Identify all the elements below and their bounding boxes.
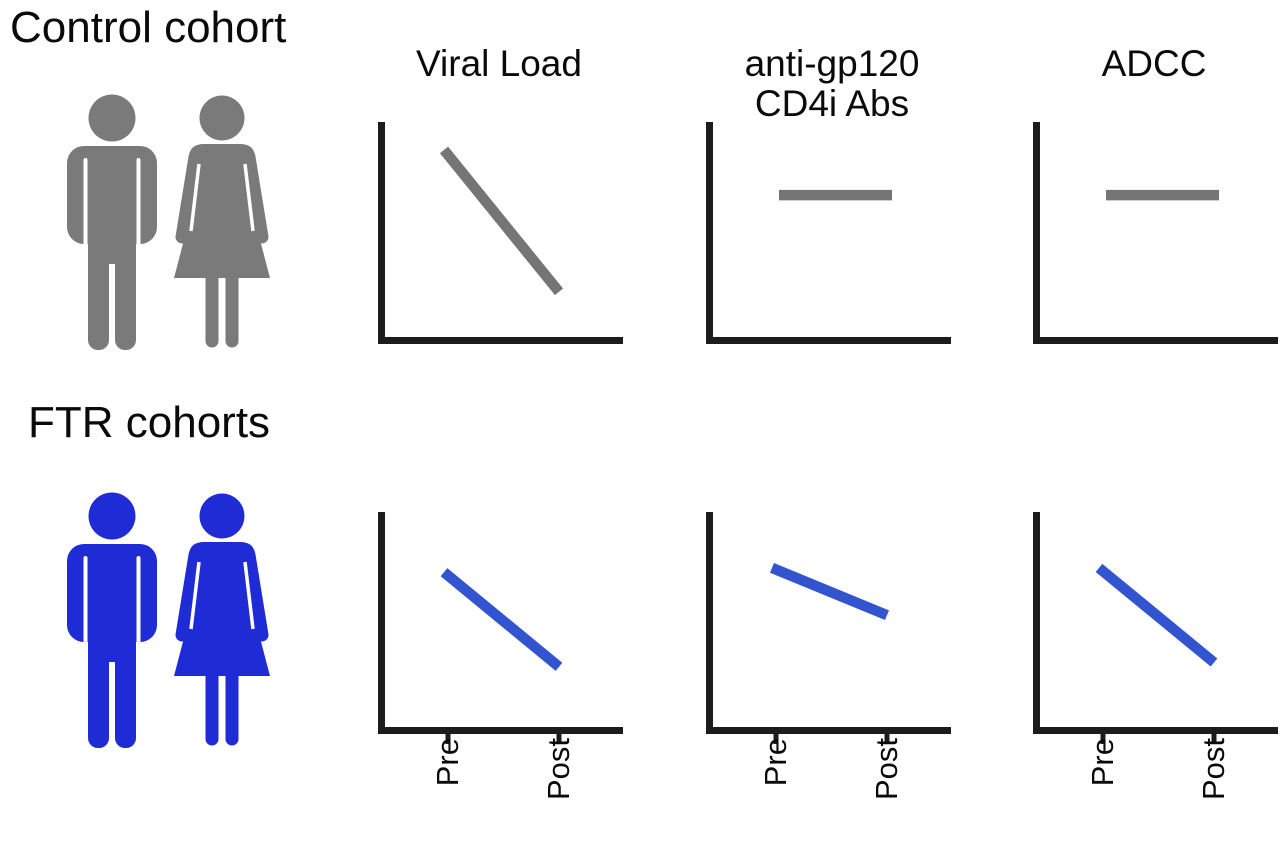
y-axis [706,512,713,734]
trend-line [440,568,563,671]
plot-ftr-anti-gp120-cd4i-abs [706,512,958,744]
plot-ftr-viral-load [378,512,630,744]
ftr-cohorts-icons [62,492,274,750]
y-axis [706,122,713,344]
y-axis [378,512,385,734]
x-tick [1211,734,1217,744]
x-tick-label-pre: Pre [758,738,793,787]
x-tick-label-pre: Pre [430,738,465,787]
column-title-line: CD4i Abs [754,83,910,124]
column-title-line: anti-gp120 [744,43,920,84]
woman-icon [174,95,270,348]
plot-control-anti-gp120-cd4i-abs [706,122,958,344]
x-axis [1033,727,1278,734]
column-title-viral-load: Viral Load [416,44,582,84]
x-tick-label-pre: Pre [1085,738,1120,787]
x-tick [445,734,451,744]
x-tick [884,734,890,744]
column-title-line: Viral Load [416,43,582,84]
x-tick [1100,734,1106,744]
x-tick-label-post: Post [541,738,576,801]
column-title-anti-gp120-cd4i-abs: anti-gp120 CD4i Abs [745,44,920,124]
trend-line [439,146,564,296]
x-axis [378,337,623,344]
x-axis [378,727,623,734]
column-title-line: ADCC [1101,43,1207,84]
trend-line [770,563,889,621]
x-tick-label-post: Post [1196,738,1231,801]
x-axis [706,337,951,344]
trend-line [1095,563,1218,667]
x-tick-label-post: Post [869,738,904,801]
ftr-cohorts-label: FTR cohorts [28,398,271,447]
x-tick [773,734,779,744]
control-cohort-icons [62,94,274,352]
plot-control-adcc [1033,122,1280,344]
plot-control-viral-load [378,122,630,344]
woman-icon [174,493,270,746]
plot-ftr-adcc [1033,512,1280,744]
man-icon [67,492,157,748]
column-title-adcc: ADCC [1102,44,1207,84]
x-axis [1033,337,1278,344]
x-axis [706,727,951,734]
control-cohort-label: Control cohort [10,3,287,52]
man-icon [67,94,157,350]
y-axis [1033,122,1040,344]
y-axis [378,122,385,344]
x-tick [556,734,562,744]
y-axis [1033,512,1040,734]
